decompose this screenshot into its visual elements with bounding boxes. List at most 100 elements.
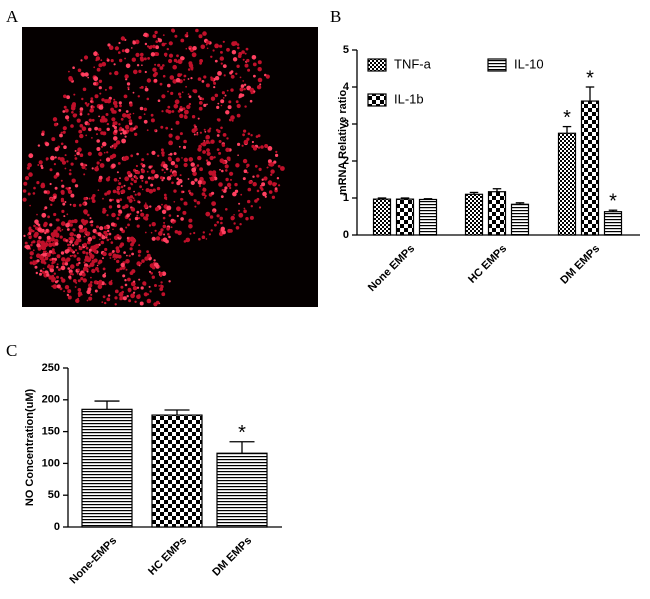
cell-dot [86, 270, 89, 273]
cell-dot [69, 203, 72, 206]
cell-dot [152, 73, 157, 78]
cell-dot [166, 227, 170, 231]
cell-dot [129, 271, 134, 275]
cell-dot [61, 160, 67, 165]
cell-dot [50, 203, 53, 206]
cell-dot [166, 47, 169, 51]
cell-dot [106, 297, 111, 302]
cell-dot [91, 199, 96, 204]
bar [372, 198, 392, 236]
cell-dot [172, 64, 177, 70]
cell-dot [168, 157, 172, 162]
cell-dot [113, 63, 116, 66]
cell-dot [118, 109, 122, 112]
cell-dot [72, 113, 77, 118]
cell-dot [168, 235, 171, 239]
cell-dot [88, 118, 93, 123]
cell-dot [212, 170, 217, 175]
cell-dot [109, 198, 113, 202]
cell-dot [108, 281, 113, 286]
cell-dot [66, 293, 70, 297]
cell-dot [202, 236, 205, 239]
cell-dot [46, 235, 51, 240]
cell-dot [159, 274, 163, 278]
cell-dot [97, 284, 103, 290]
cell-dot [138, 217, 141, 220]
cell-dot [125, 125, 130, 130]
cell-dot [38, 236, 42, 240]
cell-dot [66, 228, 70, 231]
cell-dot [70, 162, 74, 166]
cell-dot [132, 91, 135, 94]
cell-dot [206, 47, 209, 50]
cell-dot [144, 42, 148, 46]
cell-dot [200, 142, 203, 146]
cell-dot [62, 110, 66, 113]
cell-dot [73, 219, 78, 224]
cell-dot [180, 185, 183, 187]
cell-dot [214, 59, 218, 63]
significance-mark: * [586, 67, 594, 89]
cell-dot [44, 250, 47, 253]
cell-dot [139, 185, 143, 189]
cell-dot [167, 90, 169, 93]
cell-dot [87, 213, 90, 217]
cell-dot [136, 210, 140, 214]
cell-dot [159, 66, 164, 70]
bar [418, 198, 438, 236]
cell-dot [163, 221, 166, 224]
cell-dot [145, 188, 150, 193]
cell-dot [52, 117, 58, 122]
cell-dot [77, 238, 82, 243]
cell-dot [188, 189, 191, 193]
cell-dot [84, 102, 88, 105]
cell-dot [60, 131, 63, 134]
cell-dot [151, 222, 156, 227]
cell-dot [131, 47, 133, 49]
x-tick-label: None EMPs [366, 243, 417, 294]
cell-dot [53, 212, 57, 217]
cell-dot [100, 145, 104, 148]
cell-dot [93, 82, 97, 86]
y-axis-label: mRNA Relative ratio [337, 90, 349, 196]
cell-dot [44, 231, 47, 235]
cell-dot [243, 129, 247, 133]
cell-dot [237, 154, 239, 156]
y-tick-label: 250 [42, 362, 60, 374]
cell-dot [133, 179, 137, 184]
cell-dot [95, 267, 99, 271]
cell-dot [114, 303, 117, 306]
cell-dot [28, 153, 34, 159]
cell-dot [214, 76, 220, 81]
cell-dot [100, 240, 105, 245]
cell-dot [199, 131, 202, 134]
cell-dot [225, 110, 230, 115]
cell-dot [136, 294, 141, 300]
cell-dot [132, 197, 135, 200]
cell-dot [164, 42, 167, 45]
cell-dot [126, 295, 129, 298]
cell-dot [77, 279, 81, 283]
cell-dot [191, 52, 197, 58]
cell-dot [111, 146, 113, 149]
cell-dot [116, 204, 121, 208]
cell-dot [194, 205, 197, 208]
cell-dot [129, 247, 133, 251]
cell-dot [115, 268, 120, 273]
cell-dot [169, 152, 173, 156]
cell-dot [224, 94, 227, 97]
cell-dot [118, 182, 122, 186]
cell-dot [41, 182, 45, 187]
cell-dot [214, 223, 217, 227]
cell-dot [74, 249, 78, 252]
cell-dot [160, 125, 164, 129]
cell-dot [62, 126, 67, 131]
cell-dot [80, 228, 85, 233]
cell-dot [211, 191, 215, 195]
cell-dot [179, 105, 183, 109]
cell-dot [150, 183, 154, 187]
cell-dot [150, 118, 155, 123]
cell-dot [184, 109, 189, 115]
cell-dot [93, 51, 98, 57]
cell-dot [133, 280, 136, 283]
